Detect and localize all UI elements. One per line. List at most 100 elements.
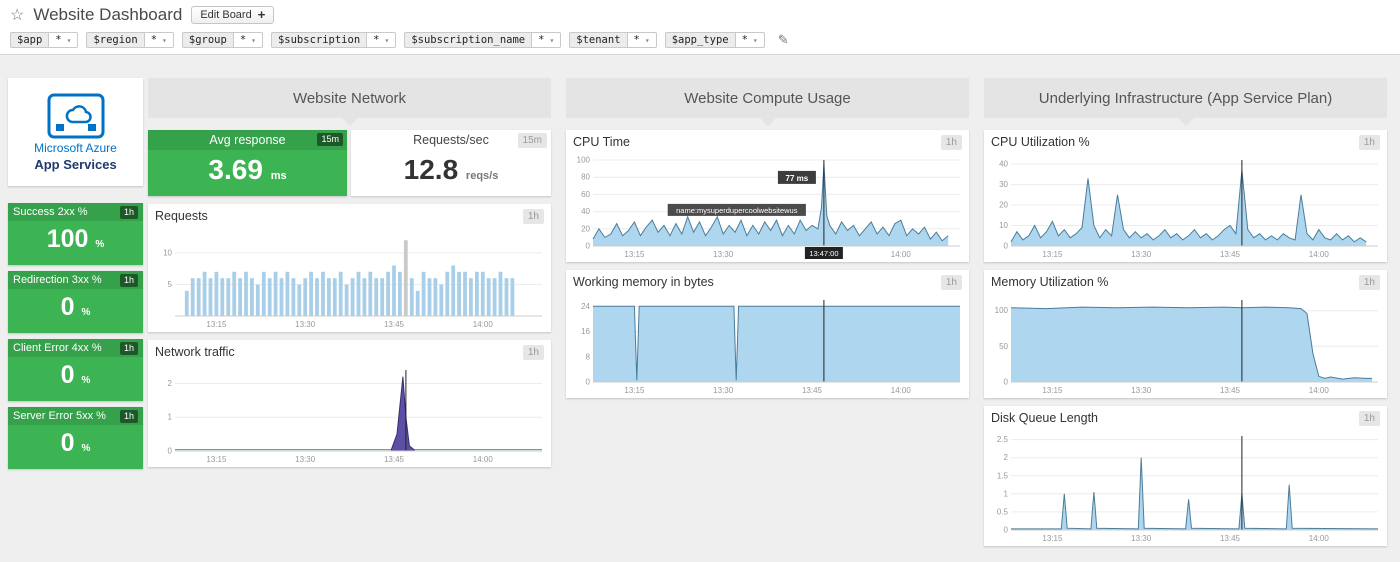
svg-text:13:30: 13:30 <box>713 386 734 395</box>
redirection-3xx-card: Redirection 3xx % 1h 0 % <box>8 271 143 333</box>
svg-text:13:45: 13:45 <box>802 386 823 395</box>
azure-brand-line1: Microsoft Azure <box>34 140 117 155</box>
requests-chart-card: Requests 1h 5 10 13:15 13:30 13:45 14:00 <box>148 204 551 332</box>
variable-name: $app_type <box>664 32 736 48</box>
edit-board-button[interactable]: Edit Board + <box>191 6 275 24</box>
timeframe-badge: 15m <box>517 133 547 148</box>
variable-value-dropdown[interactable]: * ▾ <box>735 32 765 48</box>
disk-queue-length-chart[interactable]: 0 0.5 1 1.5 2 2.5 13:15 13:30 13:45 14:00 <box>987 430 1384 544</box>
group-header-website-compute-usage[interactable]: Website Compute Usage <box>566 78 969 126</box>
svg-text:13:30: 13:30 <box>295 320 316 329</box>
cpu-time-chart[interactable]: 0 20 40 60 80 100 13:15 13:30 14:00 name:mysuperd… <box>569 154 966 260</box>
timeframe-badge: 1h <box>940 134 962 150</box>
svg-text:5: 5 <box>168 280 173 289</box>
memory-utilization-chart[interactable]: 0 50 100 13:15 13:30 13:45 14:00 <box>987 294 1384 396</box>
page-title: Website Dashboard <box>33 5 183 24</box>
svg-text:14:00: 14:00 <box>473 455 494 464</box>
variable-name: $tenant <box>569 32 628 48</box>
svg-text:13:30: 13:30 <box>295 455 316 464</box>
svg-text:20: 20 <box>581 224 590 233</box>
timeframe-badge: 1h <box>522 208 544 224</box>
svg-text:13:15: 13:15 <box>1042 250 1063 259</box>
svg-text:2: 2 <box>1004 453 1009 462</box>
svg-text:20: 20 <box>999 201 1008 210</box>
metric-title: Avg response <box>209 133 286 147</box>
svg-text:2: 2 <box>168 379 173 388</box>
svg-text:14:00: 14:00 <box>473 320 494 329</box>
svg-text:13:15: 13:15 <box>206 455 227 464</box>
variable-name: $subscription <box>270 32 368 48</box>
svg-text:13:15: 13:15 <box>624 250 645 259</box>
chevron-down-icon: ▾ <box>384 35 390 45</box>
variable-value-dropdown[interactable]: * ▾ <box>532 32 562 48</box>
svg-text:14:00: 14:00 <box>1309 386 1330 395</box>
variable-value-dropdown[interactable]: * ▾ <box>233 32 263 48</box>
svg-text:14:00: 14:00 <box>891 250 912 259</box>
status-title: Client Error 4xx % <box>13 342 102 354</box>
svg-text:80: 80 <box>581 173 590 182</box>
chart-title: Working memory in bytes <box>573 275 714 289</box>
cpu-utilization-chart-card: CPU Utilization % 1h 0 10 20 30 40 13:15 13:30 1… <box>984 130 1387 262</box>
requests-chart[interactable]: 5 10 13:15 13:30 13:45 14:00 <box>151 228 548 330</box>
svg-text:0: 0 <box>586 242 591 251</box>
svg-text:0: 0 <box>1004 242 1009 251</box>
svg-text:40: 40 <box>581 207 590 216</box>
svg-text:10: 10 <box>999 221 1008 230</box>
svg-text:13:30: 13:30 <box>1131 534 1152 543</box>
variable-value-dropdown[interactable]: * ▾ <box>49 32 79 48</box>
disk-queue-length-chart-card: Disk Queue Length 1h 0 0.5 1 1.5 2 2.5 13:15 13:… <box>984 406 1387 546</box>
metric-value: 12.8 reqs/s <box>403 154 499 185</box>
variable-value-dropdown[interactable]: * ▾ <box>144 32 174 48</box>
svg-text:13:45: 13:45 <box>384 455 405 464</box>
svg-text:0: 0 <box>1004 378 1009 387</box>
avg-response-card: Avg response 15m 3.69 ms <box>148 130 347 196</box>
favorite-star-icon[interactable]: ☆ <box>10 7 25 24</box>
svg-text:13:15: 13:15 <box>1042 386 1063 395</box>
variable-region[interactable]: $region * ▾ <box>86 32 174 48</box>
chevron-down-icon: ▾ <box>549 35 555 45</box>
working-memory-chart-card: Working memory in bytes 1h 0 8 16 24 13:15 13:… <box>566 270 969 398</box>
edit-variables-pencil-icon[interactable]: ✎ <box>777 32 789 47</box>
metric-value: 3.69 ms <box>208 154 287 185</box>
svg-text:13:45: 13:45 <box>1220 534 1241 543</box>
svg-text:14:00: 14:00 <box>1309 534 1330 543</box>
group-header-underlying-infrastructure[interactable]: Underlying Infrastructure (App Service P… <box>984 78 1387 126</box>
variable-value-dropdown[interactable]: * ▾ <box>367 32 397 48</box>
svg-text:50: 50 <box>999 342 1008 351</box>
timeframe-badge: 1h <box>1358 134 1380 150</box>
svg-text:8: 8 <box>586 352 591 361</box>
svg-text:name:mysuperdupercoolwebsitewu: name:mysuperdupercoolwebsitewus <box>676 206 798 215</box>
status-title: Redirection 3xx % <box>13 274 102 286</box>
svg-text:40: 40 <box>999 160 1008 169</box>
server-error-5xx-card: Server Error 5xx % 1h 0 % <box>8 407 143 469</box>
variable-app[interactable]: $app * ▾ <box>10 32 79 48</box>
timeframe-badge: 1h <box>1358 274 1380 290</box>
svg-text:13:45: 13:45 <box>1220 386 1241 395</box>
chevron-down-icon: ▾ <box>162 35 167 45</box>
svg-text:0: 0 <box>1004 526 1009 535</box>
timeframe-badge: 15m <box>317 133 343 146</box>
chart-title: Disk Queue Length <box>991 411 1099 425</box>
timeframe-badge: 1h <box>522 344 544 360</box>
working-memory-chart[interactable]: 0 8 16 24 13:15 13:30 13:45 14:00 <box>569 294 966 396</box>
network-traffic-chart-card: Network traffic 1h 0 1 2 13:15 13:30 13:45 14:0… <box>148 340 551 467</box>
variable-subscription[interactable]: $subscription * ▾ <box>270 32 397 48</box>
azure-app-services-card: Microsoft Azure App Services <box>8 78 143 186</box>
timeframe-badge: 1h <box>119 409 138 423</box>
group-header-website-network[interactable]: Website Network <box>148 78 551 126</box>
svg-text:13:15: 13:15 <box>1042 534 1063 543</box>
variable-group[interactable]: $group * ▾ <box>181 32 263 48</box>
variable-app-type[interactable]: $app_type * ▾ <box>664 32 765 48</box>
variable-value-dropdown[interactable]: * ▾ <box>627 32 657 48</box>
cpu-utilization-chart[interactable]: 0 10 20 30 40 13:15 13:30 13:45 14:00 <box>987 154 1384 260</box>
svg-text:24: 24 <box>581 302 590 311</box>
template-variables-bar: $app * ▾ $region * ▾ $group * ▾ $subscripti… <box>0 26 1400 48</box>
azure-logo-icon <box>47 93 104 138</box>
svg-text:14:00: 14:00 <box>891 386 912 395</box>
network-traffic-chart[interactable]: 0 1 2 13:15 13:30 13:45 14:00 <box>151 364 548 465</box>
variable-name: $subscription_name <box>404 32 533 48</box>
variable-subscription-name[interactable]: $subscription_name * ▾ <box>404 32 562 48</box>
chart-title: Requests <box>155 209 208 223</box>
azure-brand-line2: App Services <box>34 156 117 172</box>
variable-tenant[interactable]: $tenant * ▾ <box>569 32 657 48</box>
